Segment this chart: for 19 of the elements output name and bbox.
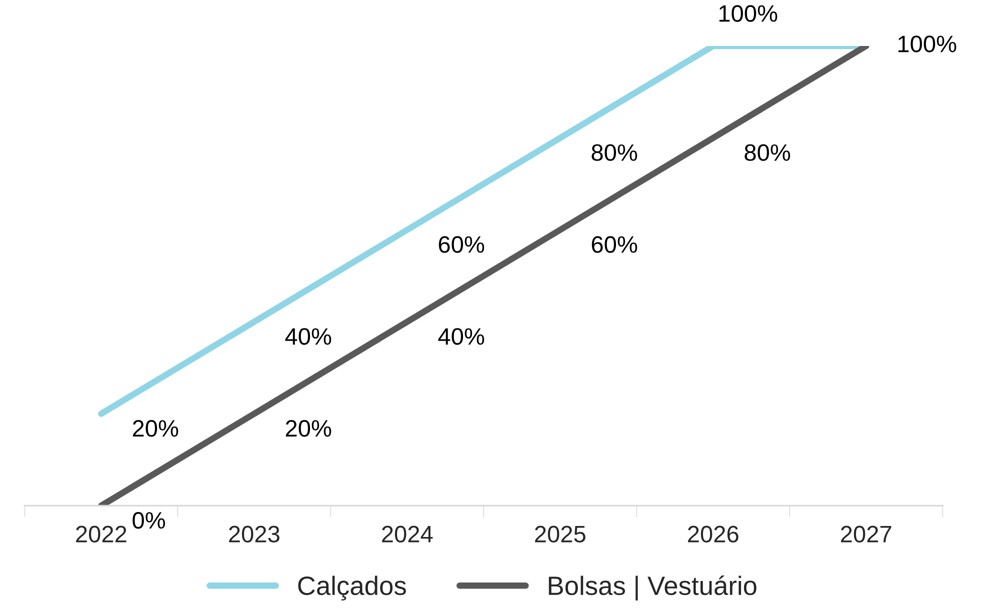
data-label: 40% [438,328,484,345]
data-label: 100% [898,36,956,52]
legend-label: Calçados [298,576,406,600]
x-tick-label: 2026 [688,526,738,543]
x-tick-label: 2024 [382,526,433,543]
x-tick-label: 2023 [229,526,280,543]
data-label: 0% [132,512,166,529]
x-tick-label: 2027 [841,526,892,543]
data-label: 60% [438,236,484,253]
x-tick-label: 2022 [76,526,126,543]
data-label: 100% [719,5,778,22]
legend-label: Bolsas | Vestuário [548,575,756,600]
data-label: 40% [285,328,332,345]
data-label: 20% [286,420,332,437]
data-label: 80% [744,144,790,161]
data-label: 60% [592,236,638,253]
data-label: 20% [132,420,178,437]
x-tick-label: 2025 [535,526,586,543]
data-label: 80% [592,144,638,161]
